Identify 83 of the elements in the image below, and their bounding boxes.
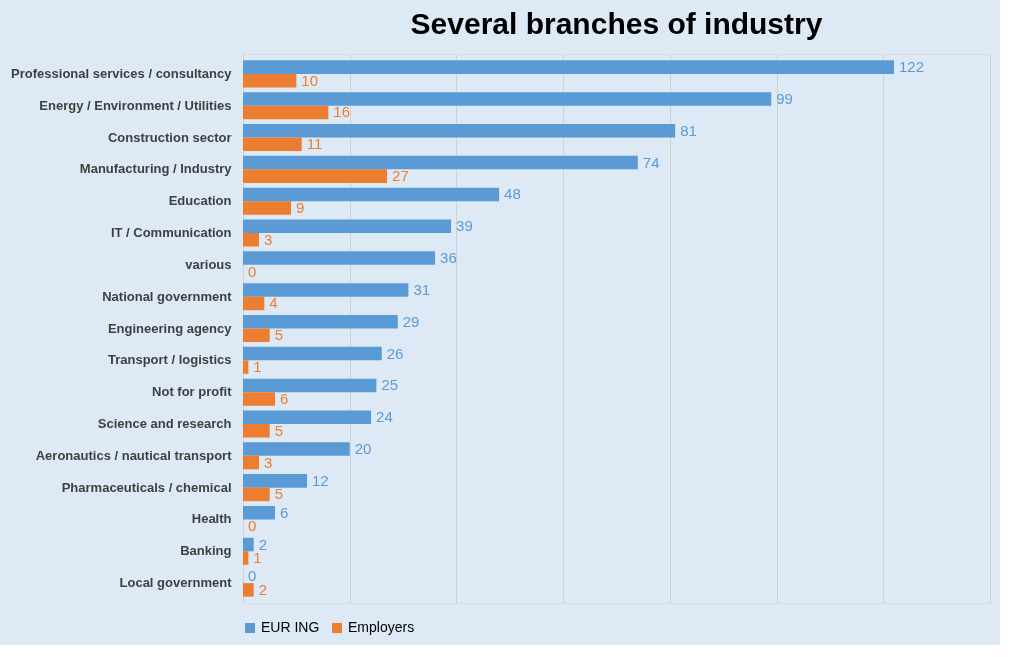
data-label: 3: [264, 230, 273, 248]
y-tick-label: Manufacturing / Industry: [79, 161, 233, 177]
data-label: 0: [248, 262, 257, 280]
data-label: 5: [274, 326, 284, 344]
bar: [243, 233, 260, 247]
y-tick-label: Education: [168, 193, 232, 209]
bar: [243, 296, 265, 311]
bar: [243, 583, 254, 597]
bar: [243, 360, 249, 374]
data-label: 99: [776, 89, 793, 107]
y-tick-label: various: [185, 256, 232, 272]
y-tick-label: Not for profit: [152, 384, 233, 400]
y-tick-label: Transport / logistics: [107, 352, 232, 368]
y-tick-label: Aeronautics / nautical transport: [35, 447, 233, 463]
bar: [243, 155, 638, 170]
data-label: 0: [248, 567, 257, 585]
bar: [243, 219, 452, 234]
data-label: 16: [333, 103, 351, 121]
y-tick-label: Banking: [180, 543, 232, 559]
bar: [243, 137, 302, 152]
bar: [243, 410, 372, 424]
bar: [243, 187, 500, 202]
y-tick-label: Science and research: [97, 415, 232, 431]
bar: [243, 283, 409, 297]
bar: [243, 455, 260, 470]
legend-label: EUR ING: [261, 619, 320, 635]
data-label: 5: [274, 421, 284, 439]
bar: [243, 251, 436, 265]
y-tick-label: Professional services / consultancy: [11, 65, 233, 81]
y-tick-label: Health: [191, 511, 232, 527]
bar: [243, 423, 270, 438]
data-label: 26: [386, 344, 404, 362]
data-label: 11: [306, 135, 323, 153]
data-label: 5: [274, 485, 284, 503]
y-tick-label: Local government: [119, 575, 233, 591]
bar: [243, 392, 276, 406]
data-label: 0: [248, 517, 257, 535]
data-label: 29: [402, 312, 420, 330]
data-label: 122: [898, 58, 924, 76]
data-label: 25: [381, 376, 399, 394]
data-label: 36: [440, 249, 457, 267]
data-label: 2: [258, 580, 268, 598]
bar: [243, 105, 329, 120]
data-label: 39: [456, 217, 473, 235]
bar: [243, 378, 377, 393]
bar: [243, 346, 382, 361]
chart-title: Several branches of industry: [410, 7, 823, 40]
legend-label: Employers: [348, 619, 415, 635]
y-tick-label: Energy / Environment / Utilities: [39, 97, 232, 113]
bar: [243, 169, 388, 183]
bar: [243, 328, 270, 343]
data-label: 27: [392, 167, 409, 185]
y-tick-label: Construction sector: [107, 129, 232, 145]
bar: [243, 201, 292, 215]
data-label: 1: [253, 358, 262, 376]
data-label: 81: [680, 121, 697, 139]
data-label: 20: [354, 440, 372, 458]
y-tick-label: Pharmaceuticals / chemical: [61, 479, 232, 495]
y-tick-label: National government: [102, 288, 233, 304]
data-label: 10: [301, 71, 319, 89]
data-label: 4: [269, 294, 278, 312]
bar: [243, 487, 270, 502]
data-label: 74: [642, 153, 660, 171]
bar: [243, 505, 276, 520]
bar: [243, 124, 676, 138]
bar: [243, 537, 254, 552]
bar: [243, 73, 297, 88]
y-tick-label: Engineering agency: [107, 320, 233, 336]
bar: [243, 92, 772, 106]
data-label: 31: [413, 280, 431, 298]
bar: [243, 314, 398, 329]
y-tick-label: IT / Communication: [110, 225, 232, 241]
bar: [243, 551, 249, 565]
data-label: 6: [280, 503, 289, 521]
data-label: 6: [280, 389, 289, 407]
data-label: 9: [296, 198, 305, 216]
data-label: 12: [312, 471, 329, 489]
data-label: 48: [504, 185, 521, 203]
bar: [243, 474, 308, 488]
data-label: 3: [264, 453, 273, 471]
bar: [243, 442, 350, 456]
bar: [243, 60, 894, 74]
data-label: 24: [376, 408, 393, 426]
